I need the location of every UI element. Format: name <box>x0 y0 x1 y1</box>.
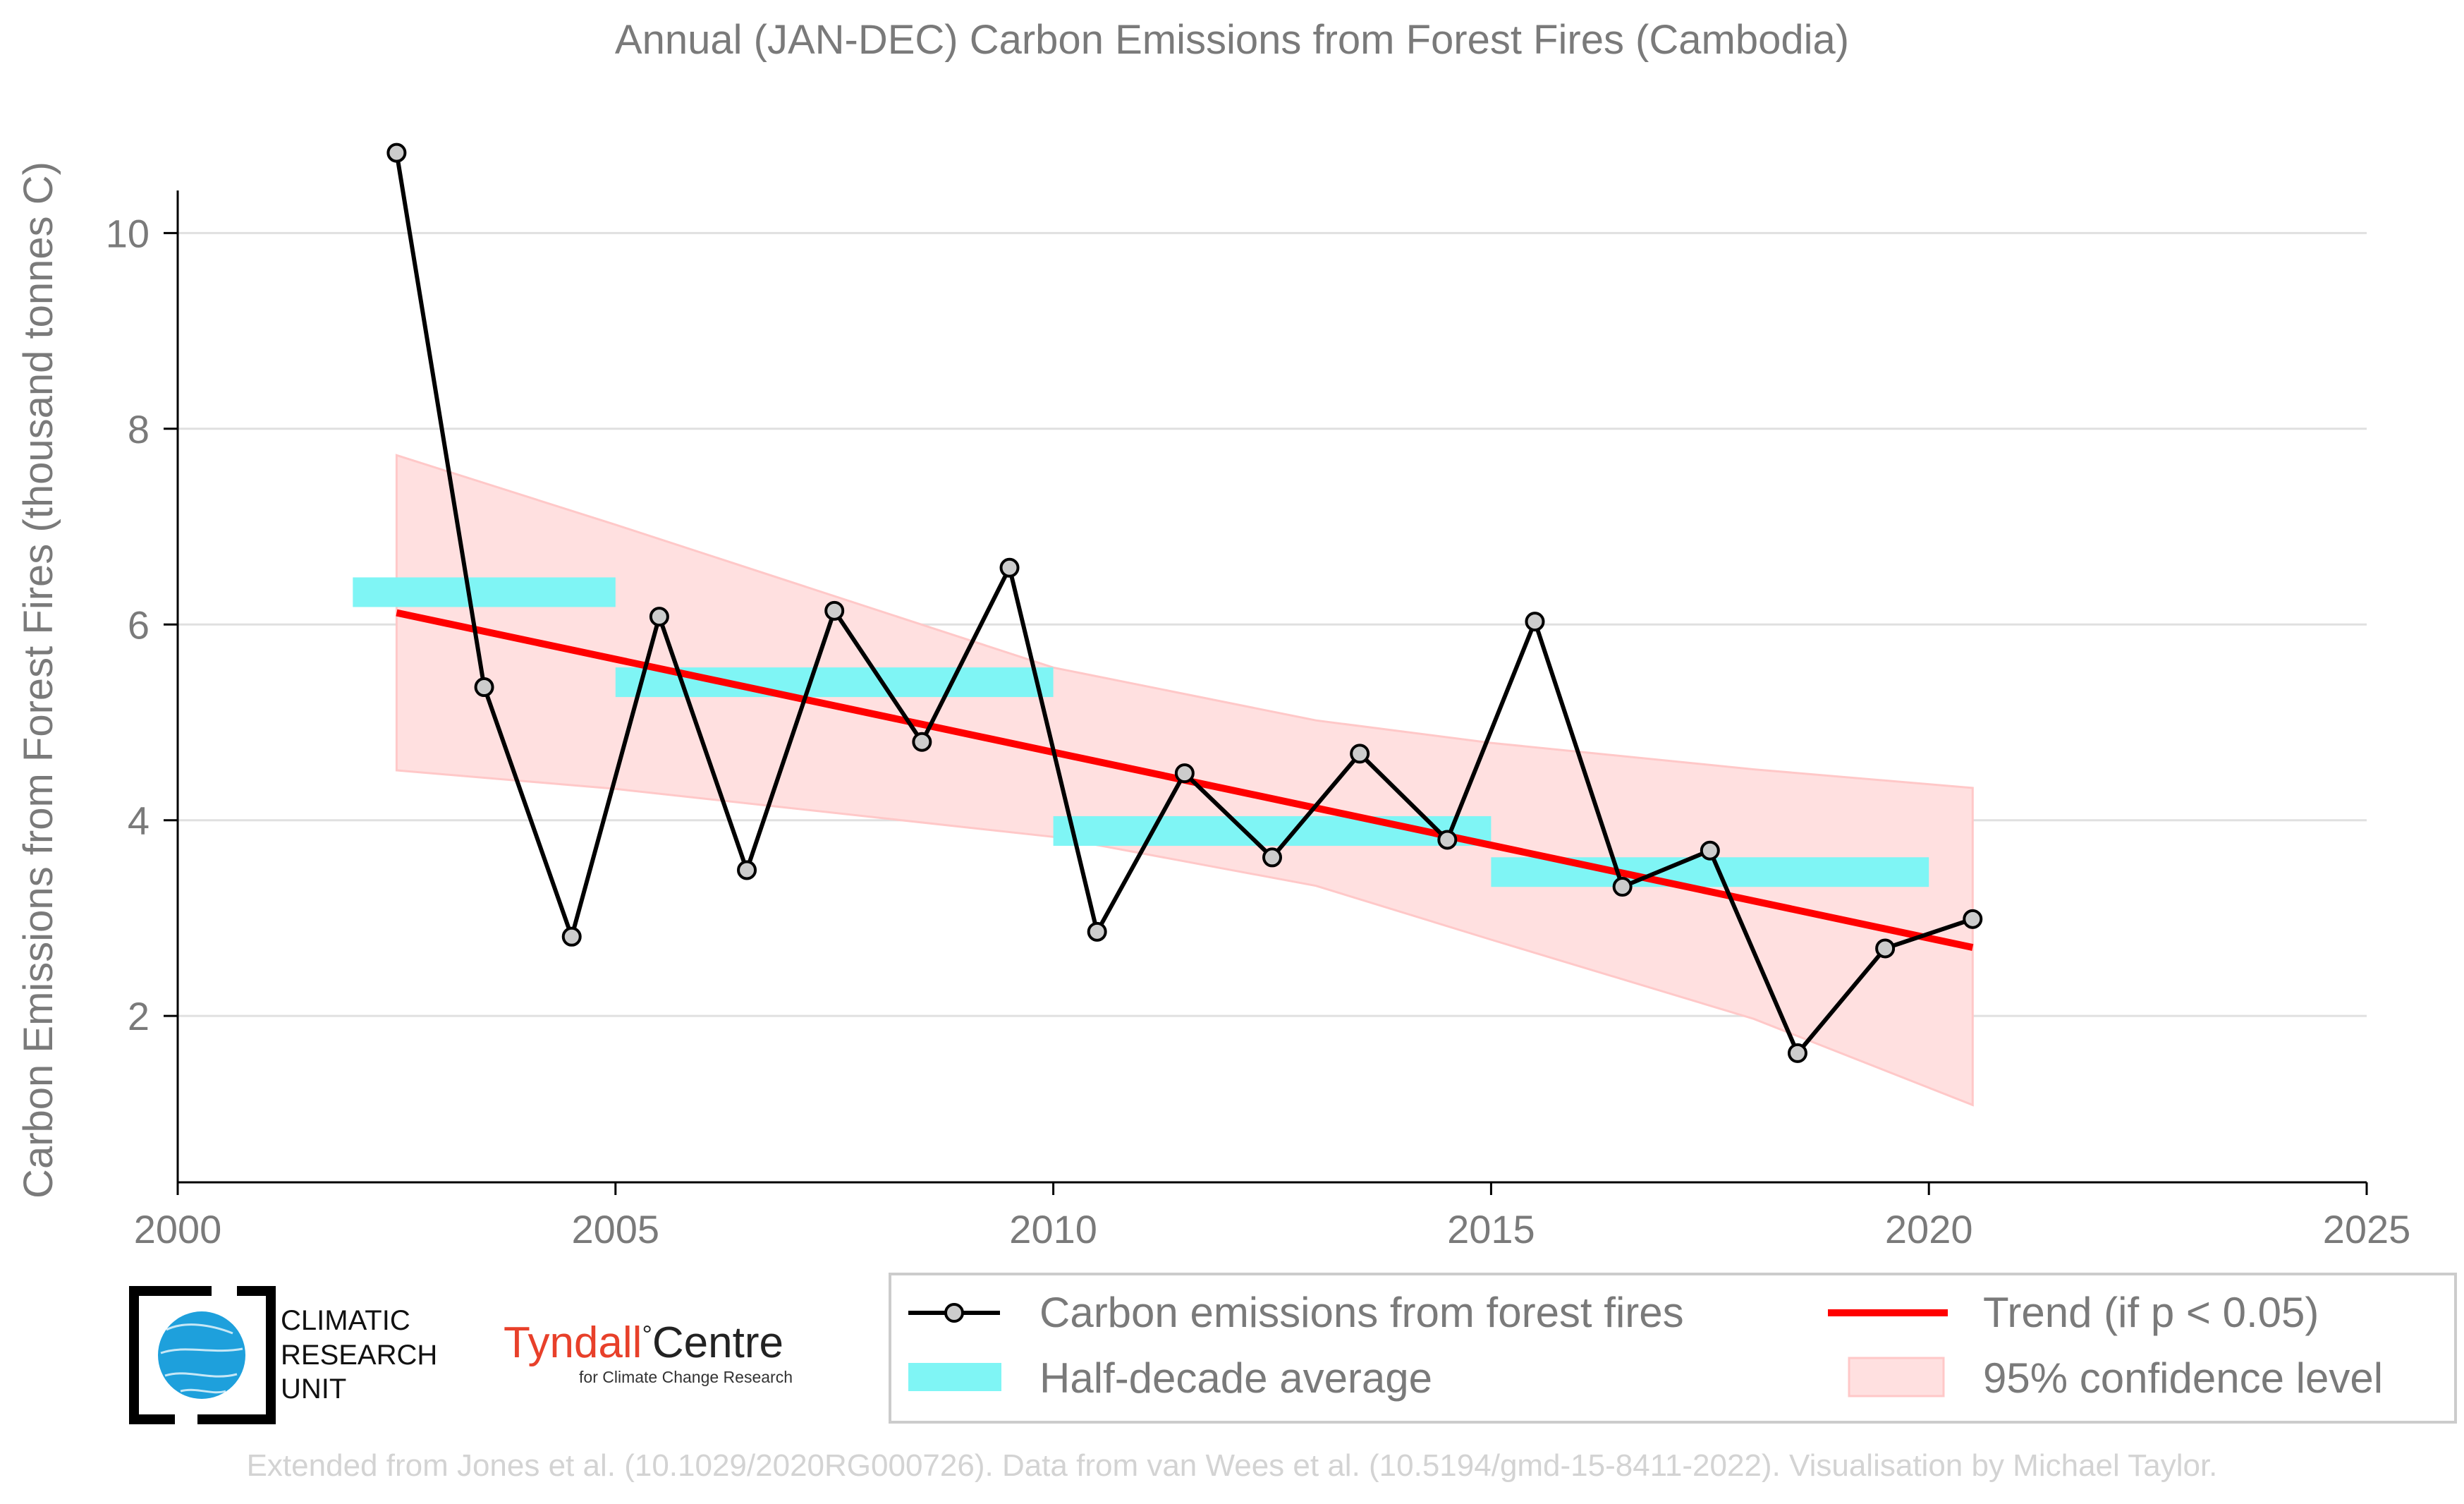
cru-bracket-icon <box>129 1286 276 1424</box>
legend-swatch-confidence <box>1848 1357 1945 1397</box>
data-point-2011.5 <box>1174 763 1195 784</box>
legend-label-half-decade: Half-decade average <box>1039 1354 1432 1402</box>
data-point-2008.5 <box>912 732 932 752</box>
y-tick-label-6: 6 <box>128 602 150 647</box>
y-tick-label-10: 10 <box>106 211 150 255</box>
legend-label-trend: Trend (if p < 0.05) <box>1983 1289 2319 1336</box>
y-axis-label: Carbon Emissions from Forest Fires (thou… <box>16 162 61 1199</box>
data-point-2009.5 <box>999 557 1020 578</box>
data-point-2006.5 <box>737 860 757 880</box>
data-point-2002.5 <box>386 142 407 163</box>
chart-title: Annual (JAN-DEC) Carbon Emissions from F… <box>615 17 1849 63</box>
x-tick-label-2015: 2015 <box>1447 1207 1535 1251</box>
tyndall-subtitle: for Climate Change Research <box>579 1368 793 1386</box>
data-point-2012.5 <box>1262 847 1282 868</box>
emissions-series <box>386 142 1983 1063</box>
y-tick-label-8: 8 <box>128 407 150 451</box>
data-point-2018.5 <box>1787 1043 1807 1063</box>
tyndall-wordmark: Tyndall°Centre <box>504 1318 783 1367</box>
legend-marker-emissions <box>944 1303 964 1323</box>
half-decade-bar-0 <box>353 577 616 607</box>
legend: Carbon emissions from forest fires Trend… <box>889 1273 2457 1424</box>
data-point-2005.5 <box>649 607 669 627</box>
x-tick-label-2025: 2025 <box>2323 1207 2411 1251</box>
tyndall-degree: ° <box>642 1320 652 1349</box>
data-point-2015.5 <box>1525 612 1545 632</box>
x-tick-label-2000: 2000 <box>134 1207 222 1251</box>
cru-logo: CLIMATIC RESEARCH UNIT <box>129 1286 437 1424</box>
cru-line-2: RESEARCH <box>281 1340 437 1371</box>
y-tick-label-2: 2 <box>128 994 150 1038</box>
legend-label-emissions: Carbon emissions from forest fires <box>1039 1289 1684 1336</box>
data-point-2003.5 <box>474 677 494 698</box>
credit-text: Extended from Jones et al. (10.1029/2020… <box>247 1448 2218 1483</box>
legend-label-confidence: 95% confidence level <box>1983 1354 2383 1402</box>
data-point-2019.5 <box>1875 938 1896 959</box>
data-point-2004.5 <box>561 926 582 947</box>
data-point-2020.5 <box>1963 909 1983 929</box>
data-point-2017.5 <box>1700 840 1720 861</box>
legend-swatch-half-decade <box>908 1363 1001 1391</box>
x-tick-label-2005: 2005 <box>572 1207 660 1251</box>
x-tick-label-2020: 2020 <box>1885 1207 1973 1251</box>
data-point-2016.5 <box>1612 877 1633 897</box>
x-tick-label-2010: 2010 <box>1009 1207 1097 1251</box>
data-point-2010.5 <box>1087 921 1107 942</box>
cru-line-3: UNIT <box>281 1373 346 1405</box>
tyndall-name: Tyndall <box>504 1318 642 1367</box>
data-point-2013.5 <box>1350 744 1370 764</box>
tyndall-logo: Tyndall°Centre for Climate Change Resear… <box>504 1318 793 1386</box>
data-point-2007.5 <box>824 600 845 621</box>
legend-frame <box>889 1273 2457 1424</box>
globe-contour-icon <box>160 1323 243 1394</box>
data-point-2014.5 <box>1437 830 1458 850</box>
cru-line-1: CLIMATIC <box>281 1305 410 1336</box>
tyndall-centre: Centre <box>652 1318 783 1367</box>
axes: 2 4 6 8 10 2000 2005 2010 2015 2020 2025 <box>106 190 2411 1251</box>
y-tick-label-4: 4 <box>128 799 150 843</box>
